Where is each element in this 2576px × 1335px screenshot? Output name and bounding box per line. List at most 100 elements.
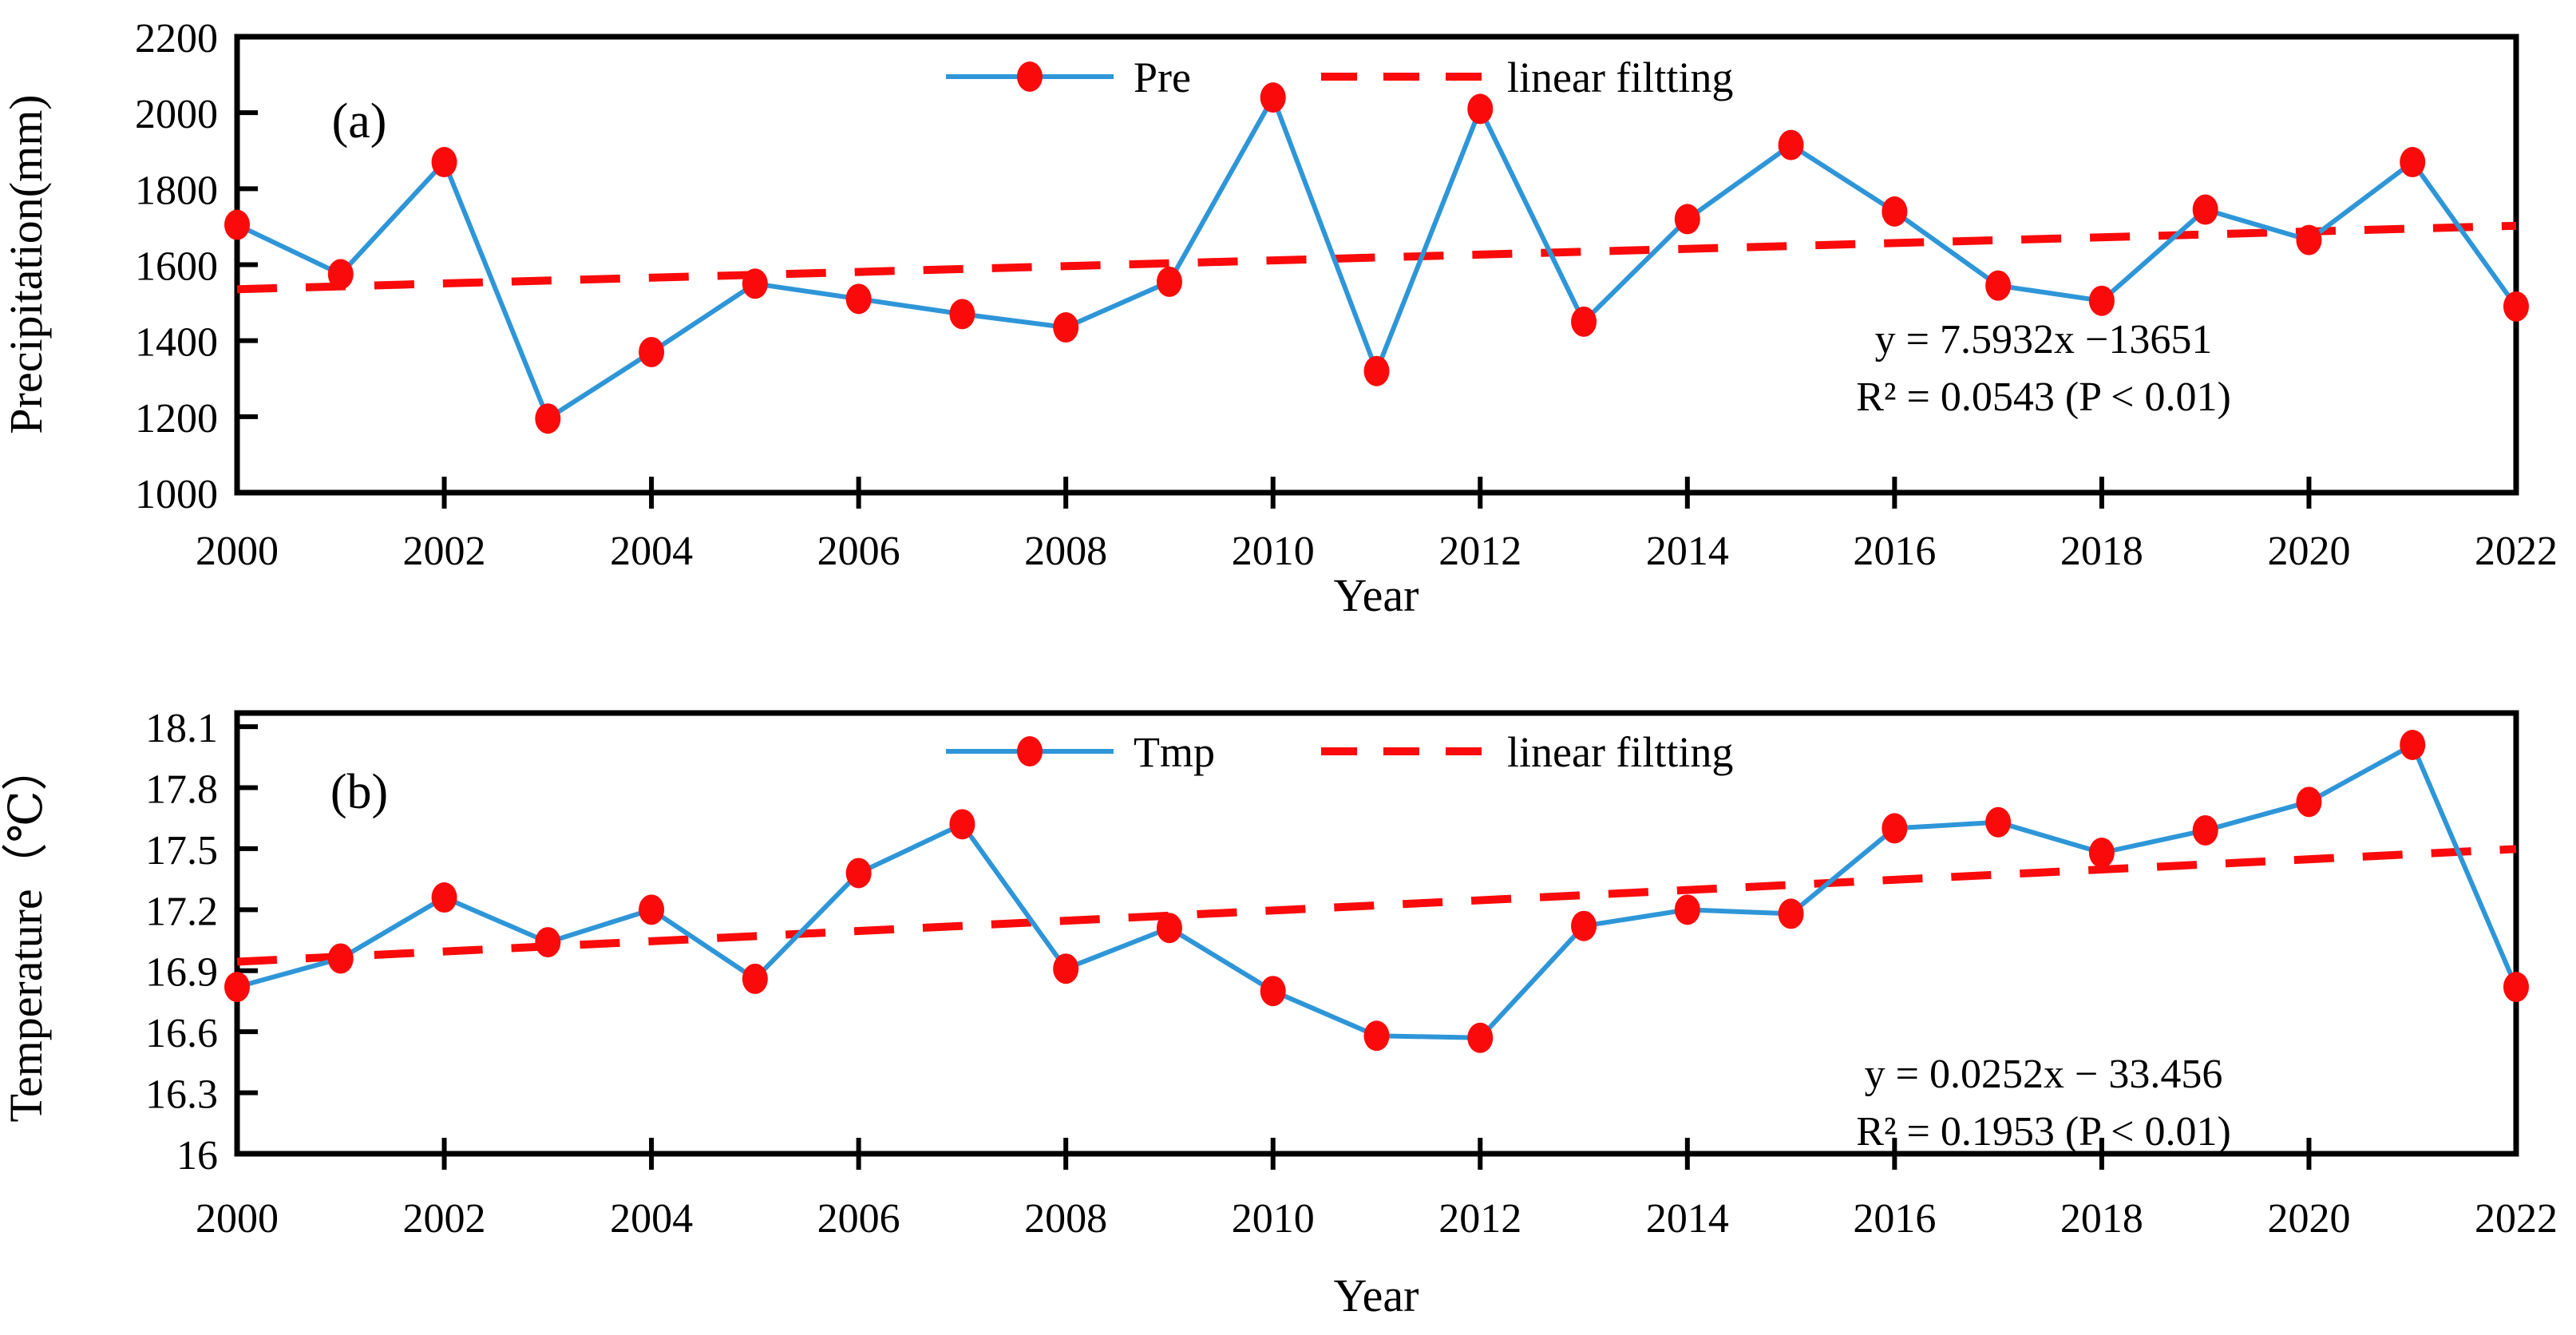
data-point-marker [224, 209, 250, 240]
y-axis-tick-label: 17.2 [145, 889, 218, 934]
data-point-marker [1674, 894, 1700, 925]
x-axis-tick-label: 2018 [2060, 1196, 2143, 1242]
data-point-marker [2400, 729, 2426, 760]
legend-a: Pre linear filtting [946, 53, 1733, 101]
data-point-marker [1053, 312, 1079, 343]
legend-trend-label-a: linear filtting [1507, 53, 1733, 101]
legend-tmp-marker-sample [1017, 736, 1043, 767]
equation-a: y = 7.5932x −13651 [1875, 317, 2213, 362]
x-axis-tick-label: 2020 [2267, 529, 2350, 574]
data-point-marker [2296, 224, 2322, 256]
data-point-marker [1778, 129, 1804, 160]
x-axis-tick-label: 2000 [196, 529, 279, 574]
r-squared-b: R² = 0.1953 (P < 0.01) [1856, 1109, 2231, 1155]
y-axis-tick-label: 1600 [135, 244, 218, 290]
trend-line [236, 221, 2517, 294]
x-axis-tick-label: 2004 [610, 1196, 693, 1242]
data-point-marker [742, 963, 768, 994]
y-axis-tick-label: 17.5 [145, 828, 218, 873]
plot-border [234, 710, 2519, 1157]
data-point-marker [1674, 204, 1700, 235]
series-line [236, 742, 2519, 1040]
r-squared-a: R² = 0.0543 (P < 0.01) [1856, 374, 2231, 420]
legend-b: Tmp linear filtting [946, 728, 1733, 776]
y-axis-tick-label: 16.3 [145, 1072, 218, 1118]
data-point-marker [2088, 285, 2115, 316]
data-point-marker [1053, 953, 1079, 984]
x-axis-tick-label: 2018 [2060, 529, 2143, 574]
data-point-marker [1985, 270, 2012, 301]
data-point-marker [845, 283, 872, 315]
panel-a: (a) Precipitation(mm) Year Pre linear fi… [0, 16, 2558, 621]
data-point-marker [2503, 291, 2529, 322]
x-axis-title-year-b: Year [1334, 1270, 1419, 1321]
x-axis-tick-label: 2016 [1853, 529, 1936, 574]
x-axis-title-year-a: Year [1334, 569, 1419, 621]
x-axis-tick-label: 2022 [2475, 529, 2558, 574]
x-axis-tick-label: 2010 [1232, 529, 1315, 574]
y-axis-tick-label: 17.8 [145, 767, 218, 812]
y-axis-tick-label: 1400 [135, 320, 218, 366]
x-axis-tick-label: 2008 [1024, 529, 1107, 574]
panel-a-plot: 1000 1200 1400 1600 1800 2000 2200 2000 2002 2004… [135, 16, 2558, 574]
x-axis-tick-label: 2002 [403, 529, 486, 574]
data-point-marker [1778, 898, 1804, 929]
y-axis-tick-label: 1200 [135, 396, 218, 442]
y-axis-tick-label: 1800 [135, 168, 218, 213]
data-point-marker [2400, 147, 2426, 178]
y-axis-tick-label: 2000 [135, 92, 218, 137]
y-axis-tick-label: 16.6 [145, 1011, 218, 1056]
data-point-marker [1363, 1020, 1390, 1052]
x-axis-tick-label: 2012 [1438, 1196, 1521, 1242]
x-axis-tick-label: 2016 [1853, 1196, 1936, 1242]
y-axis-title-temperature: Temperature（℃） [0, 744, 52, 1122]
data-point-marker [2192, 814, 2218, 846]
x-axis-tick-label: 2020 [2267, 1196, 2350, 1242]
legend-tmp-label: Tmp [1134, 728, 1215, 776]
panel-b-plot: 16 16.3 16.6 16.9 17.2 17.5 17.8 18.1 2000 2002 20… [145, 706, 2558, 1242]
x-axis-tick-label: 2022 [2475, 1196, 2558, 1242]
data-point-marker [845, 858, 872, 889]
data-point-marker [431, 147, 457, 178]
panel-b: (b) Temperature（℃） Year Tmp linear filtt… [0, 706, 2558, 1321]
data-point-marker [949, 809, 975, 840]
data-point-marker [1260, 82, 1286, 113]
x-axis-tick-label: 2004 [610, 529, 693, 574]
x-axis-tick-label: 2012 [1438, 529, 1521, 574]
x-axis-tick-label: 2008 [1024, 1196, 1107, 1242]
x-axis-tick-label: 2010 [1232, 1196, 1315, 1242]
panel-a-letter: (a) [332, 94, 387, 149]
data-point-marker [639, 894, 665, 925]
data-point-marker [224, 972, 250, 1003]
y-axis-tick-label: 16.9 [145, 950, 218, 996]
data-point-marker [1260, 976, 1286, 1007]
y-axis-tick-label: 16 [176, 1133, 218, 1179]
x-axis-tick-label: 2006 [817, 529, 900, 574]
y-axis-title-precipitation: Precipitation(mm) [0, 94, 52, 434]
trend-line [236, 845, 2517, 966]
data-point-marker [535, 403, 561, 434]
data-point-marker [535, 927, 561, 958]
data-point-marker [327, 943, 354, 974]
legend-trend-label-b: linear filtting [1507, 728, 1733, 776]
data-point-marker [431, 882, 457, 913]
data-point-marker [2296, 786, 2322, 818]
data-point-marker [1363, 355, 1390, 386]
x-axis-tick-label: 2006 [817, 1196, 900, 1242]
legend-pre-label: Pre [1134, 53, 1191, 101]
x-axis-tick-label: 2002 [403, 1196, 486, 1242]
y-axis-tick-label: 2200 [135, 16, 218, 61]
data-point-marker [327, 259, 354, 290]
y-axis-tick-label: 18.1 [145, 706, 218, 751]
data-point-marker [1571, 910, 1597, 941]
legend-pre-marker-sample [1017, 61, 1043, 92]
x-axis-tick-label: 2014 [1646, 529, 1729, 574]
data-point-marker [1882, 813, 1908, 844]
y-axis-tick-label: 1000 [135, 472, 218, 517]
data-point-marker [1156, 913, 1182, 944]
panel-b-letter: (b) [330, 765, 388, 819]
data-point-marker [1467, 1022, 1494, 1053]
plot-border [234, 34, 2519, 496]
data-point-marker [2088, 837, 2115, 868]
